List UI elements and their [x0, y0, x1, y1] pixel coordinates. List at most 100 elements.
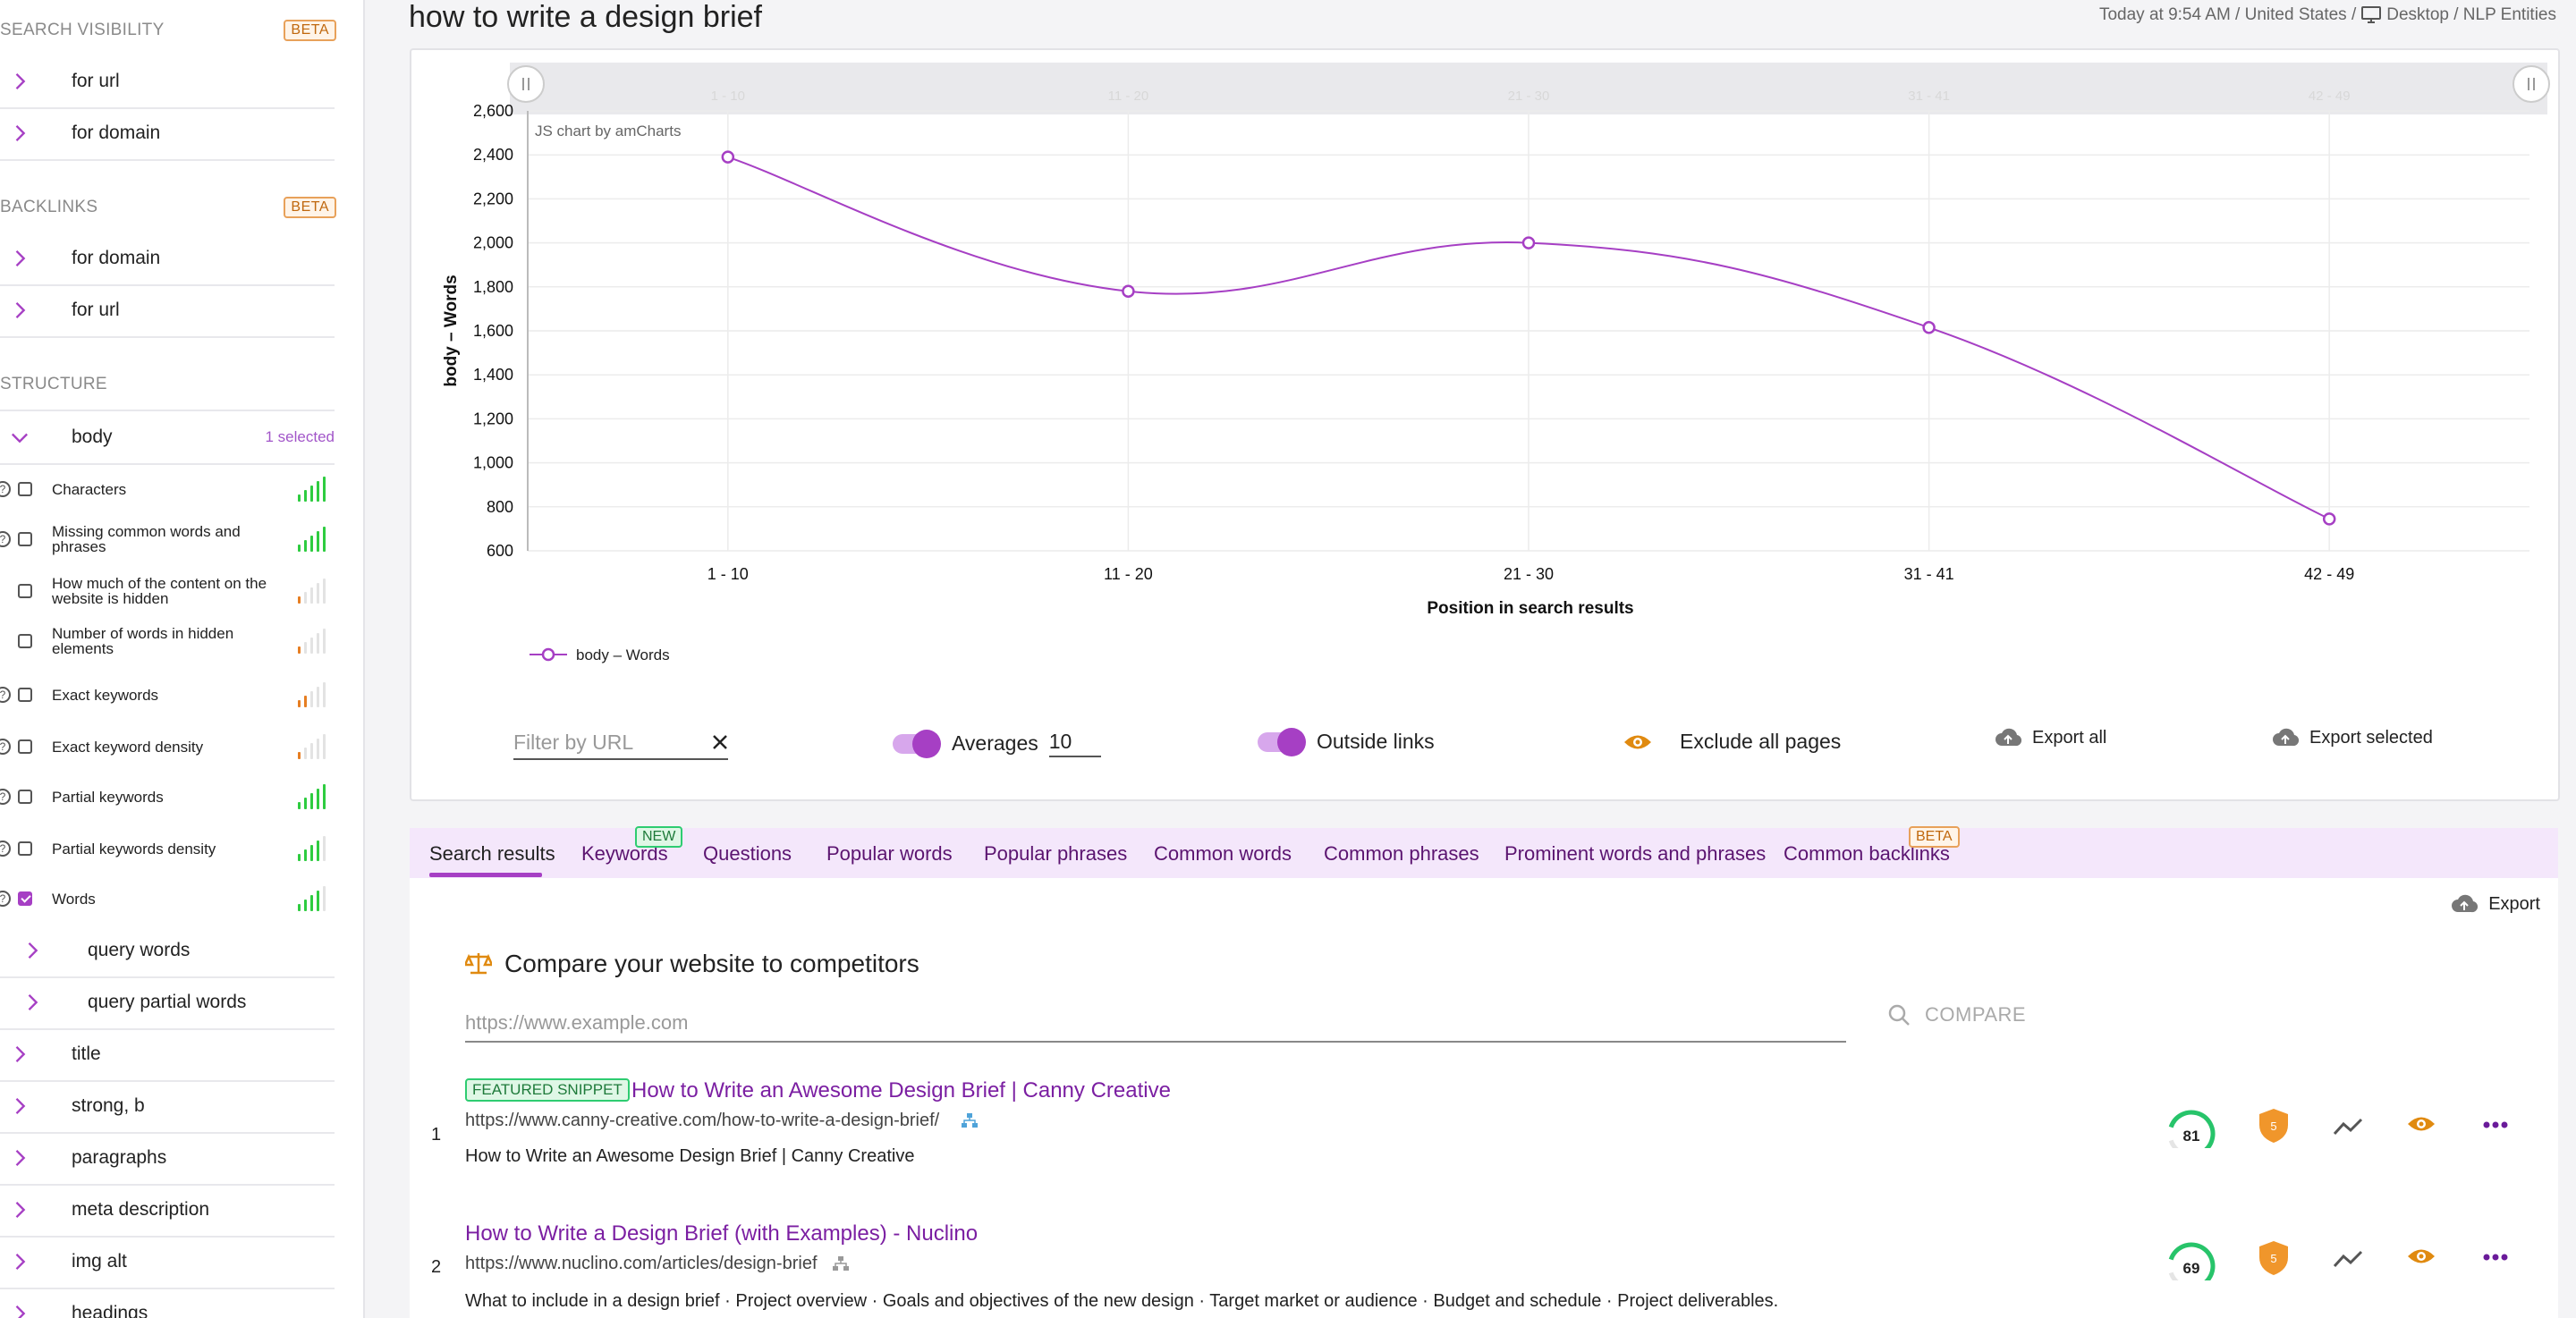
result-url[interactable]: https://www.canny-creative.com/how-to-wr… — [465, 1111, 940, 1130]
sidebar-item-backlinks-domain[interactable]: for domain — [0, 232, 335, 286]
scale-icon — [465, 953, 492, 975]
help-icon[interactable]: ? — [0, 531, 11, 547]
metric-checkbox[interactable] — [18, 891, 32, 906]
data-point[interactable] — [2322, 512, 2336, 526]
sidebar-item-query-words[interactable]: query words — [0, 925, 335, 978]
metric-item[interactable]: ? Words — [0, 876, 335, 921]
metric-item[interactable]: ? Characters — [0, 467, 335, 511]
help-icon[interactable] — [0, 633, 11, 649]
beta-badge: BETA — [284, 197, 336, 218]
clear-icon[interactable] — [712, 734, 728, 750]
cloud-upload-icon — [2273, 728, 2299, 747]
chevron-right-icon — [15, 1305, 26, 1318]
tab-popular-words[interactable]: Popular words — [826, 842, 953, 865]
beta-badge: BETA — [284, 20, 336, 41]
chart-scrollbar[interactable] — [510, 63, 2547, 114]
result-title-link[interactable]: How to Write an Awesome Design Brief | C… — [631, 1078, 1171, 1103]
data-point[interactable] — [1122, 284, 1135, 298]
help-icon[interactable] — [0, 583, 11, 599]
sitemap-icon[interactable] — [832, 1255, 850, 1272]
averages-toggle[interactable] — [893, 729, 941, 758]
sidebar-item-query-partial-words[interactable]: query partial words — [0, 976, 335, 1030]
tab-questions[interactable]: Questions — [703, 842, 792, 865]
chart-legend[interactable]: body – Words — [530, 646, 670, 663]
scrollbar-grip[interactable] — [507, 65, 545, 103]
sidebar-item-paragraphs[interactable]: paragraphs — [0, 1132, 335, 1186]
help-icon[interactable]: ? — [0, 891, 11, 907]
help-icon[interactable]: ? — [0, 841, 11, 857]
trend-icon[interactable] — [2333, 1250, 2363, 1268]
metric-checkbox[interactable] — [18, 790, 32, 804]
sidebar-item-visibility-url[interactable]: for url — [0, 55, 335, 109]
sidebar-item-title[interactable]: title — [0, 1028, 335, 1082]
shield-icon[interactable]: 5 — [2259, 1109, 2288, 1143]
tab-prominent-words[interactable]: Prominent words and phrases — [1504, 842, 1767, 865]
exclude-all-pages-button[interactable]: Exclude all pages — [1623, 730, 1841, 754]
export-button[interactable]: Export — [2451, 892, 2540, 916]
y-axis-title: body – Words — [442, 275, 461, 386]
outside-links-toggle[interactable] — [1258, 727, 1306, 756]
signal-strength-icon — [298, 579, 326, 604]
export-selected-button[interactable]: Export selected — [2272, 726, 2433, 749]
scrollbar-grip[interactable] — [2512, 65, 2550, 103]
averages-input[interactable]: 10 — [1048, 730, 1101, 757]
compare-url-input[interactable]: https://www.example.com — [465, 1005, 1846, 1043]
eye-icon[interactable] — [2408, 1117, 2435, 1131]
signal-bar — [298, 545, 301, 552]
help-icon[interactable]: ? — [0, 687, 11, 703]
metric-checkbox[interactable] — [18, 482, 32, 496]
score-gauge[interactable]: 81 — [2168, 1110, 2216, 1148]
filter-input-placeholder[interactable]: Filter by URL — [513, 730, 634, 754]
score-gauge[interactable]: 69 — [2168, 1242, 2216, 1280]
metric-checkbox[interactable] — [18, 739, 32, 754]
sidebar-item-body[interactable]: body 1 selected — [0, 410, 335, 465]
help-icon[interactable]: ? — [0, 739, 11, 755]
sidebar-item-headings[interactable]: headings — [0, 1288, 335, 1318]
compare-button[interactable]: COMPARE — [1887, 1003, 2026, 1027]
filter-by-url[interactable]: Filter by URL — [513, 726, 728, 760]
result-url[interactable]: https://www.nuclino.com/articles/design-… — [465, 1254, 818, 1273]
metric-item[interactable]: How much of the content on the website i… — [0, 569, 335, 613]
signal-bar — [317, 633, 319, 654]
signal-bar — [317, 531, 319, 552]
sidebar-item-visibility-domain[interactable]: for domain — [0, 107, 335, 161]
metric-checkbox[interactable] — [18, 841, 32, 856]
tab-popular-phrases[interactable]: Popular phrases — [984, 842, 1128, 865]
tab-common-words[interactable]: Common words — [1154, 842, 1292, 865]
result-title-link[interactable]: How to Write a Design Brief (with Exampl… — [465, 1221, 979, 1246]
tab-common-phrases[interactable]: Common phrases — [1324, 842, 1479, 865]
shield-icon[interactable]: 5 — [2259, 1241, 2288, 1275]
sidebar-item-label: meta description — [72, 1199, 210, 1220]
averages-control[interactable]: Averages 10 — [893, 729, 1101, 758]
signal-bar — [310, 486, 313, 502]
metric-item[interactable]: ? Partial keywords density — [0, 826, 335, 871]
sidebar-item-img-alt[interactable]: img alt — [0, 1236, 335, 1289]
help-icon[interactable]: ? — [0, 481, 11, 497]
help-icon[interactable]: ? — [0, 789, 11, 805]
data-point[interactable] — [721, 150, 735, 164]
metric-item[interactable]: ? Missing common words and phrases — [0, 517, 335, 562]
more-options-icon[interactable] — [2483, 1254, 2508, 1261]
more-options-icon[interactable] — [2483, 1121, 2508, 1128]
data-point[interactable] — [1521, 236, 1536, 249]
metric-item[interactable]: ? Partial keywords — [0, 774, 335, 819]
data-point[interactable] — [1922, 321, 1936, 334]
export-label: Export — [2488, 893, 2540, 914]
tab-search-results[interactable]: Search results — [429, 842, 555, 865]
metric-item[interactable]: Number of words in hidden elements — [0, 619, 335, 663]
outside-links-control[interactable]: Outside links — [1258, 727, 1435, 756]
new-badge: NEW — [635, 826, 683, 848]
sitemap-icon[interactable] — [961, 1112, 979, 1128]
metric-item[interactable]: ? Exact keyword density — [0, 724, 335, 769]
export-all-button[interactable]: Export all — [1995, 726, 2106, 749]
sidebar-item-strong[interactable]: strong, b — [0, 1080, 335, 1134]
metric-item[interactable]: ? Exact keywords — [0, 672, 335, 717]
metric-checkbox[interactable] — [18, 634, 32, 648]
metric-checkbox[interactable] — [18, 584, 32, 598]
sidebar-item-backlinks-url[interactable]: for url — [0, 284, 335, 338]
eye-icon[interactable] — [2408, 1249, 2435, 1263]
sidebar-item-meta-description[interactable]: meta description — [0, 1184, 335, 1238]
trend-icon[interactable] — [2333, 1118, 2363, 1136]
metric-checkbox[interactable] — [18, 532, 32, 546]
metric-checkbox[interactable] — [18, 688, 32, 702]
